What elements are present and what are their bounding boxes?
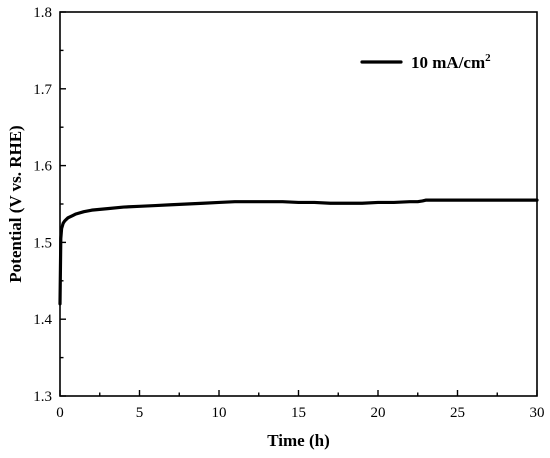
legend-label-main: 10 mA/cm (411, 53, 485, 72)
y-axis-title: Potential (V vs. RHE) (6, 125, 25, 282)
y-tick-label: 1.6 (33, 159, 52, 175)
series-layer (58, 198, 539, 306)
series-line (58, 198, 539, 306)
y-tick-label: 1.3 (33, 389, 52, 405)
x-tick-label: 10 (212, 405, 227, 421)
x-tick-label: 20 (371, 405, 386, 421)
x-tick-label: 15 (291, 405, 306, 421)
x-tick-label: 5 (136, 405, 144, 421)
x-axis-title: Time (h) (267, 431, 330, 450)
y-axis-ticks: 1.3 1.4 1.5 1.6 1.7 1.8 (33, 5, 66, 405)
plot-frame (59, 11, 538, 397)
y-tick-label: 1.4 (33, 312, 52, 328)
x-tick-label: 30 (530, 405, 545, 421)
y-tick-label: 1.8 (33, 5, 52, 21)
legend-label: 10 mA/cm2 (411, 52, 491, 72)
legend-label-superscript: 2 (485, 52, 491, 64)
x-axis-ticks: 0 5 10 15 20 25 30 (56, 390, 545, 421)
y-tick-label: 1.7 (33, 82, 52, 98)
y-tick-label: 1.5 (33, 235, 52, 251)
legend: 10 mA/cm2 (360, 52, 491, 72)
x-tick-label: 25 (450, 405, 465, 421)
x-tick-label: 0 (56, 405, 64, 421)
